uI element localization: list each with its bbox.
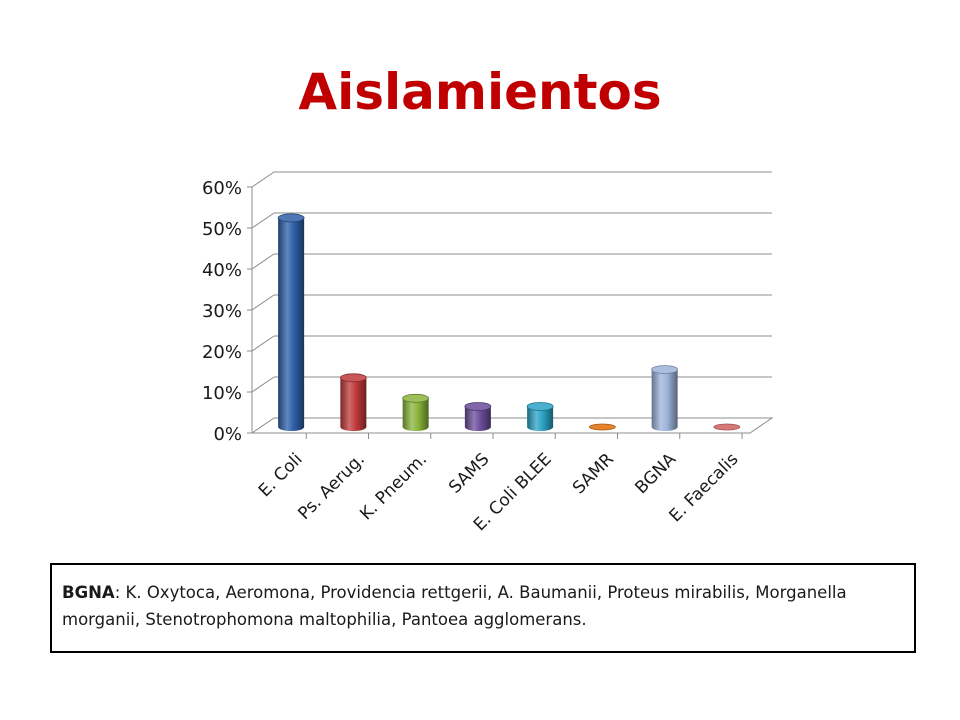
bar-top	[588, 423, 616, 431]
bar-body	[278, 217, 305, 431]
x-tick-label: SAMR	[569, 449, 618, 498]
bar-body	[527, 406, 554, 431]
bar-body	[402, 398, 429, 431]
bar	[588, 423, 616, 431]
bar	[464, 402, 492, 431]
bar-body	[340, 377, 367, 431]
bar	[651, 365, 679, 431]
y-tick-label: 30%	[202, 301, 242, 322]
bar-top	[464, 402, 492, 411]
x-tick-label: SAMS	[445, 449, 493, 497]
bar	[713, 423, 741, 431]
y-tick-label: 10%	[202, 383, 242, 404]
y-tick-label: 40%	[202, 260, 242, 281]
x-tick-label: E. Coli	[255, 449, 307, 501]
x-tick-label: K. Pneum.	[356, 449, 431, 524]
y-tick-label: 20%	[202, 342, 242, 363]
gridline-side	[251, 376, 275, 393]
chart-floor	[250, 417, 774, 434]
gridline-side	[251, 171, 275, 188]
bar-body	[464, 406, 491, 431]
bar-body	[651, 369, 678, 431]
y-axis-tick-labels: 0% 10% 20% 30% 40% 50% 60%	[202, 178, 252, 445]
gridline-side	[251, 253, 275, 270]
bar	[277, 213, 305, 431]
bar-top	[402, 393, 430, 403]
chart-axes	[250, 187, 774, 434]
bar-top	[339, 373, 367, 383]
bar-top	[277, 213, 305, 223]
note-term: BGNA	[62, 583, 115, 602]
bar-top	[713, 423, 741, 431]
bgna-footnote-box: BGNA: K. Oxytoca, Aeromona, Providencia …	[50, 563, 916, 653]
gridline-side	[251, 335, 275, 352]
slide-title: Aislamientos	[298, 63, 662, 121]
gridline-side	[251, 212, 275, 229]
bar	[339, 373, 367, 431]
bar-top	[651, 365, 679, 375]
chart-gridlines	[251, 171, 772, 393]
y-tick-label: 60%	[202, 178, 242, 199]
bar	[526, 402, 554, 431]
note-text: : K. Oxytoca, Aeromona, Providencia rett…	[62, 583, 847, 629]
x-tick-label: BGNA	[631, 449, 680, 498]
gridline-side	[251, 294, 275, 311]
y-tick-label: 50%	[202, 219, 242, 240]
bar-top	[526, 402, 554, 411]
y-tick-label: 0%	[213, 424, 242, 445]
chart-bars	[277, 213, 741, 431]
bar	[402, 393, 430, 431]
